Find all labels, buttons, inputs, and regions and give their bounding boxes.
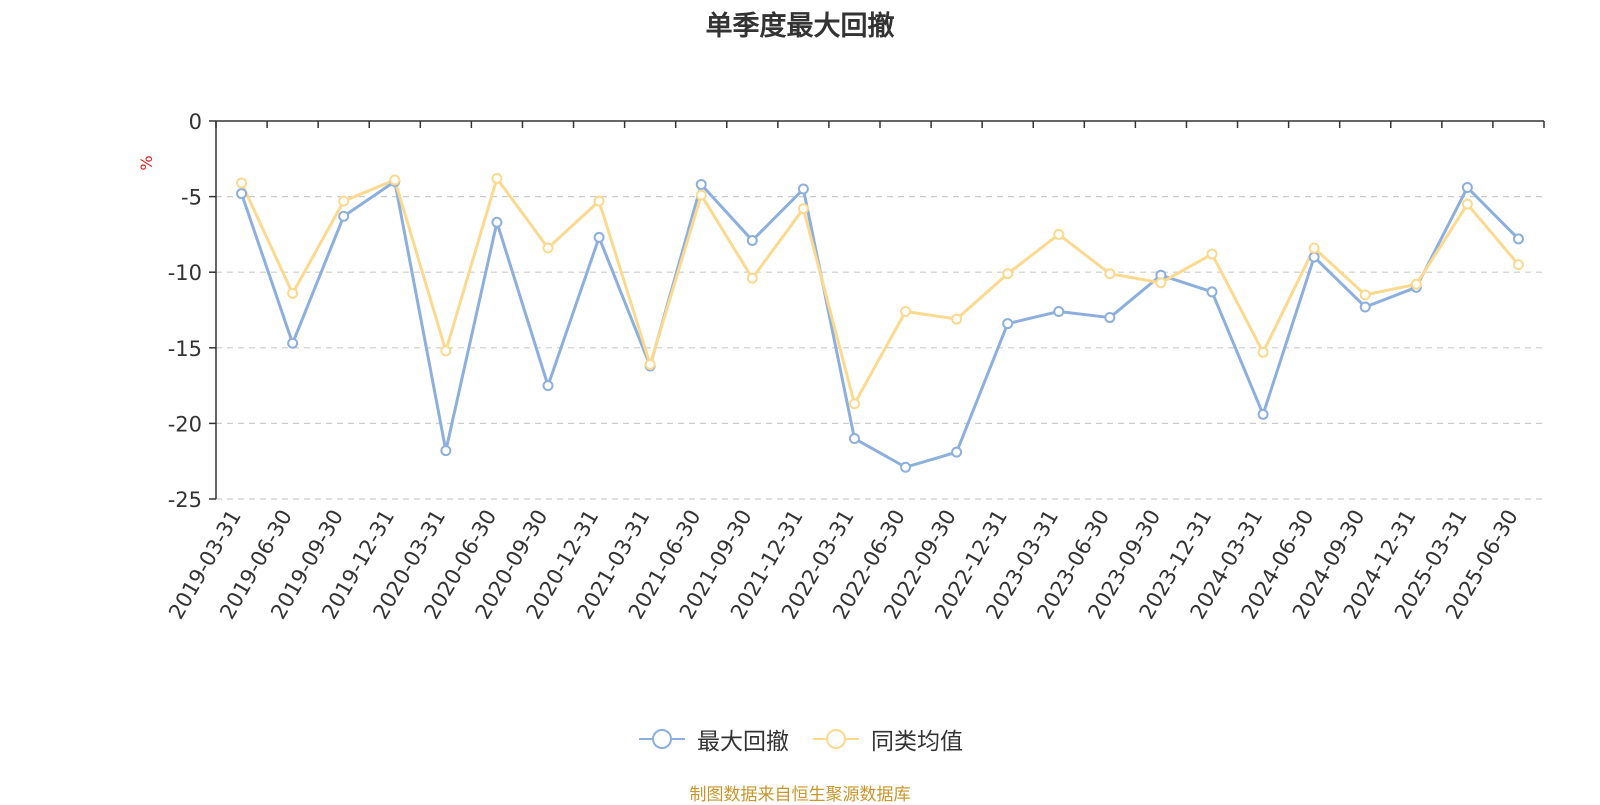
legend-marker-max-drawdown xyxy=(639,729,685,749)
series-2-point xyxy=(1308,242,1320,254)
series-2-point xyxy=(1155,277,1167,289)
series-2-point xyxy=(1410,278,1422,290)
series-2-point xyxy=(1053,228,1065,240)
series-2-point xyxy=(542,242,554,254)
y-axis-unit: % xyxy=(137,155,156,170)
series-1-point xyxy=(797,183,809,195)
chart-title: 单季度最大回撤 xyxy=(705,11,895,42)
legend-item-peer-average[interactable]: 同类均值 xyxy=(811,722,963,756)
series-1-point xyxy=(1257,408,1269,420)
y-tick-label: 0 xyxy=(189,110,202,134)
series-2-point xyxy=(797,203,809,215)
series-1-point xyxy=(491,216,503,228)
series-1-point xyxy=(900,461,912,473)
y-tick-label: -20 xyxy=(168,412,202,436)
series-1-point xyxy=(746,234,758,246)
series-1-point xyxy=(1308,251,1320,263)
series-2-point xyxy=(695,189,707,201)
series-1-point xyxy=(236,188,248,200)
legend-marker-peer-average xyxy=(813,729,859,749)
series-1-point xyxy=(951,446,963,458)
series-2-point xyxy=(287,287,299,299)
series-1-point xyxy=(440,445,452,457)
series-1-point xyxy=(1512,233,1524,245)
y-tick-label: -5 xyxy=(181,186,202,210)
series-1-point xyxy=(338,210,350,222)
series-1-point xyxy=(287,337,299,349)
series-1-point xyxy=(1053,306,1065,318)
series-2-point xyxy=(1104,268,1116,280)
series-line-2 xyxy=(240,176,1520,406)
series-2-point xyxy=(440,345,452,357)
series-1-point xyxy=(1104,312,1116,324)
series-1-point xyxy=(542,380,554,392)
series-2-point xyxy=(900,306,912,318)
series-2-point xyxy=(593,195,605,207)
series-line-1 xyxy=(240,179,1520,469)
y-tick-label: -15 xyxy=(168,337,202,361)
legend-label-peer-average: 同类均值 xyxy=(871,729,963,755)
series-2-point xyxy=(1257,346,1269,358)
y-tick-label: -25 xyxy=(168,488,202,512)
series-1-point xyxy=(1359,301,1371,313)
series-1-point xyxy=(1206,286,1218,298)
legend-label-max-drawdown: 最大回撤 xyxy=(697,729,789,755)
series-2-point xyxy=(338,195,350,207)
series-2-point xyxy=(746,272,758,284)
series-1-point xyxy=(1461,182,1473,194)
series-2-point xyxy=(1359,289,1371,301)
source-note: 制图数据来自恒生聚源数据库 xyxy=(689,785,911,805)
series-2-point xyxy=(491,172,503,184)
legend-item-max-drawdown[interactable]: 最大回撤 xyxy=(637,722,789,756)
series-1-point xyxy=(593,231,605,243)
series-1-point xyxy=(1002,318,1014,330)
series-2-point xyxy=(1206,248,1218,260)
series-2-point xyxy=(951,313,963,325)
series-2-point xyxy=(389,174,401,186)
series-2-point xyxy=(644,358,656,370)
series-1-point xyxy=(848,433,860,445)
series-2-point xyxy=(1002,268,1014,280)
legend: 最大回撤 同类均值 xyxy=(0,722,1600,756)
series-2-point xyxy=(1461,198,1473,210)
series-2-point xyxy=(1512,259,1524,271)
series-1-point xyxy=(695,179,707,191)
y-tick-label: -10 xyxy=(168,261,202,285)
series-2-point xyxy=(236,177,248,189)
line-chart: 0-5-10-15-20-252019-03-312019-06-302019-… xyxy=(137,110,1545,623)
series-2-point xyxy=(848,398,860,410)
